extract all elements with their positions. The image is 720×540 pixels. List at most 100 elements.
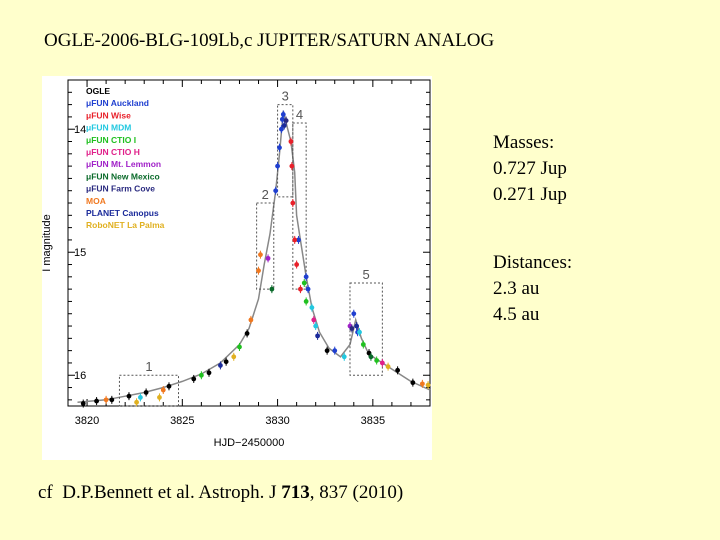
- data-point: [294, 262, 300, 267]
- x-tick-label: 3830: [265, 415, 289, 427]
- data-point: [366, 350, 372, 356]
- zoom-region-2: [256, 202, 275, 290]
- data-point: [298, 286, 303, 292]
- masses-heading: Masses:: [493, 132, 555, 153]
- light-curve-chart: 3820 3825 3830 3835 14 15 16 HJD−2450000 I magni…: [41, 76, 432, 460]
- zoom-region-1: [118, 374, 180, 407]
- data-point: [231, 354, 237, 360]
- data-point: [198, 372, 204, 378]
- data-point: [305, 286, 311, 292]
- data-point: [357, 329, 362, 335]
- data-point: [258, 252, 263, 258]
- data-point: [354, 323, 360, 329]
- y-tick-label: 16: [74, 370, 86, 382]
- legend-entry: μFUN CTIO I: [86, 135, 136, 145]
- data-point: [273, 188, 279, 194]
- data-point: [395, 367, 401, 373]
- data-point: [289, 163, 295, 169]
- legend-entry: μFUN Farm Cove: [86, 184, 155, 194]
- data-point: [269, 286, 275, 292]
- region-label-3: 3: [282, 89, 289, 104]
- mass-value-2: 0.271 Jup: [493, 184, 567, 205]
- data-point: [134, 399, 139, 405]
- data-point: [385, 364, 391, 370]
- data-point: [368, 354, 374, 360]
- data-point: [425, 382, 431, 388]
- zoom-region-5: [349, 282, 383, 376]
- data-point: [157, 394, 162, 400]
- x-tick-label: 3835: [361, 415, 385, 427]
- data-point: [166, 383, 172, 389]
- legend-entry: PLANET Canopus: [86, 208, 159, 218]
- data-point: [324, 348, 330, 354]
- data-point: [419, 381, 425, 387]
- y-tick-label: 15: [74, 247, 86, 259]
- legend-entry: μFUN Wise: [86, 110, 131, 120]
- data-point: [143, 390, 149, 395]
- plot-frame: [67, 79, 431, 407]
- data-point: [351, 311, 357, 317]
- x-tick-label: 3825: [170, 415, 194, 427]
- x-axis-label: HJD−2450000: [214, 437, 285, 449]
- data-point: [313, 323, 319, 329]
- data-point: [349, 326, 355, 331]
- data-point: [278, 126, 284, 132]
- mass-value-1: 0.727 Jup: [493, 158, 567, 179]
- distance-value-2: 4.5 au: [493, 304, 540, 325]
- data-point: [301, 280, 307, 286]
- data-point: [280, 112, 286, 117]
- data-point: [160, 387, 166, 393]
- masses-block: Masses: 0.727 Jup 0.271 Jup: [493, 130, 567, 208]
- region-label-4: 4: [296, 107, 303, 122]
- data-point: [283, 118, 289, 123]
- data-point: [315, 333, 320, 339]
- slide-title: OGLE-2006-BLG-109Lb,c JUPITER/SATURN ANA…: [44, 30, 495, 51]
- zoom-region-4: [292, 122, 307, 290]
- data-point: [109, 397, 115, 403]
- distance-value-1: 2.3 au: [493, 278, 540, 299]
- data-point: [288, 139, 294, 144]
- data-point: [379, 360, 385, 366]
- data-point: [332, 348, 338, 354]
- data-point: [103, 397, 109, 403]
- citation-suffix: , 837 (2010): [309, 482, 404, 503]
- data-point: [360, 342, 366, 347]
- citation-prefix: cf D.P.Bennett et al. Astroph. J: [38, 482, 282, 503]
- data-point: [309, 305, 315, 310]
- data-point: [296, 237, 301, 243]
- data-point: [374, 358, 380, 363]
- data-point: [290, 200, 296, 206]
- data-point: [138, 394, 143, 400]
- citation: cf D.P.Bennett et al. Astroph. J 713, 83…: [38, 482, 403, 504]
- y-tick-label: 14: [74, 124, 86, 136]
- data-point: [218, 363, 223, 368]
- region-label-5: 5: [363, 267, 370, 282]
- data-point: [80, 401, 86, 406]
- distances-block: Distances: 2.3 au 4.5 au: [493, 250, 572, 328]
- data-point: [410, 380, 416, 386]
- legend-entry: MOA: [86, 196, 106, 206]
- data-point: [126, 393, 132, 399]
- data-point: [94, 398, 99, 404]
- legend-entry: μFUN Mt. Lemmon: [86, 159, 161, 169]
- data-point: [206, 370, 212, 376]
- y-axis-label: I magnitude: [42, 214, 53, 271]
- data-point: [281, 123, 287, 128]
- data-point: [292, 237, 298, 243]
- data-point: [244, 331, 250, 336]
- region-label-1: 1: [145, 359, 152, 374]
- legend-entry: OGLE: [86, 86, 110, 96]
- zoom-region-3: [277, 104, 294, 198]
- legend-entry: μFUN New Mexico: [86, 171, 160, 181]
- x-tick-label: 3820: [75, 415, 99, 427]
- data-point: [248, 317, 254, 323]
- data-point: [237, 344, 242, 350]
- data-point: [303, 299, 309, 304]
- citation-volume: 713: [281, 482, 310, 503]
- data-point: [311, 317, 317, 323]
- data-point: [303, 274, 309, 280]
- data-point: [277, 145, 282, 151]
- data-point: [275, 163, 280, 169]
- region-label-2: 2: [262, 187, 269, 202]
